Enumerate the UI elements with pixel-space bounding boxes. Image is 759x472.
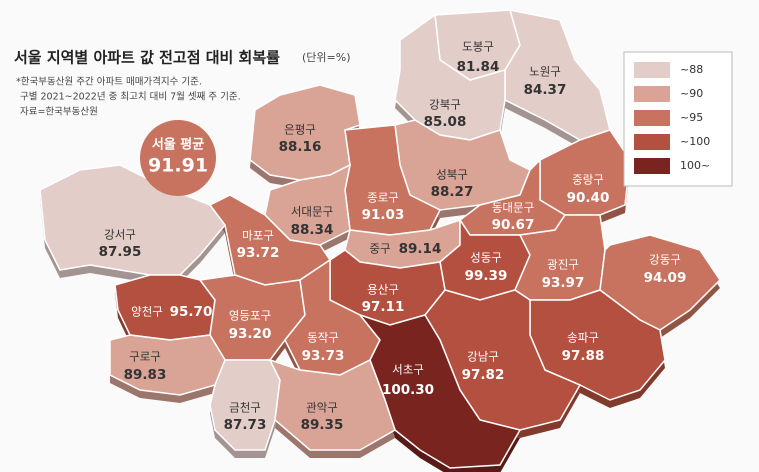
title: 서울 지역별 아파트 값 전고점 대비 회복률 [14,49,280,67]
district-value: 95.70 [170,304,213,320]
district-name: 강서구 [104,228,136,242]
legend-swatch [634,62,670,78]
district-name: 마포구 [242,229,274,243]
district-name: 양천구 [131,305,163,319]
district-value: 89.83 [124,367,167,383]
note: 자료=한국부동산원 [20,107,98,118]
district-name: 강북구 [429,98,461,112]
district-name: 서대문구 [291,205,333,219]
districts [39,9,721,469]
legend-label: ~100 [680,135,710,148]
seoul-average-label: 서울 평균 [152,137,204,153]
district-name: 동작구 [307,331,339,345]
note: 구별 2021~2022년 중 최고치 대비 7월 셋째 주 기준. [20,91,241,103]
district-value: 93.20 [229,326,272,342]
district-value: 99.39 [465,268,508,284]
district-value: 88.27 [431,184,474,200]
district-value: 88.34 [291,222,334,238]
district-name: 금천구 [229,401,261,415]
district [268,358,396,451]
district-value: 90.40 [567,190,610,206]
district-name: 도봉구 [462,40,494,54]
district-value: 100.30 [382,382,434,398]
legend-label: ~88 [680,63,703,76]
district-name: 성동구 [470,251,502,265]
district-value: 81.84 [457,59,500,75]
district-name: 성북구 [436,168,468,182]
district-name: 노원구 [529,65,561,79]
district-name: 종로구 [367,191,399,205]
legend-label: 100~ [680,159,710,172]
district-name: 강동구 [649,253,681,267]
district-name: 구로구 [129,350,161,364]
district-value: 90.67 [492,217,535,233]
legend-swatch [634,134,670,150]
district-name: 중구 [369,242,390,256]
district-name: 관악구 [306,401,338,415]
seoul-average-badge [140,120,216,196]
district-name: 동대문구 [492,201,534,215]
note: *한국부동산원 주간 아파트 매매가격지수 기준. [16,76,202,88]
district-value: 93.72 [237,245,280,261]
district-value: 97.11 [362,299,405,315]
district-value: 93.97 [542,275,585,291]
legend-swatch [634,110,670,126]
district-name: 광진구 [547,258,579,272]
district-value: 97.82 [462,367,505,383]
district-name: 영등포구 [229,309,271,323]
district-value: 88.16 [279,139,322,155]
legend-swatch [634,158,670,174]
district-name: 강남구 [467,350,499,364]
legend-label: ~95 [680,111,703,124]
district-value: 94.09 [644,270,687,286]
district-name: 송파구 [567,331,599,345]
district-name: 서초구 [392,363,424,377]
district [209,359,281,451]
district [599,234,721,331]
district-name: 용산구 [367,283,399,297]
unit: (단위=%) [302,51,351,64]
district-value: 93.73 [302,348,345,364]
seoul-average-value: 91.91 [148,155,208,177]
district-name: 은평구 [284,123,316,137]
district-value: 84.37 [524,82,567,98]
district-value: 85.08 [424,114,467,130]
district-value: 89.35 [301,417,344,433]
district-name: 중랑구 [572,173,604,187]
district-labels: 도봉구 81.84 노원구 84.37 강북구 85.08 은평구 88.16 성북구 88.27… [99,40,687,434]
district-value: 97.88 [562,348,605,364]
legend-label: ~90 [680,87,703,100]
district-value: 87.95 [99,244,142,260]
district-value: 89.14 [399,241,442,257]
legend: ~88 ~90 ~95 ~100 100~ [634,62,710,174]
legend-swatch [634,86,670,102]
district-value: 87.73 [224,417,267,433]
district-value: 91.03 [362,207,405,223]
